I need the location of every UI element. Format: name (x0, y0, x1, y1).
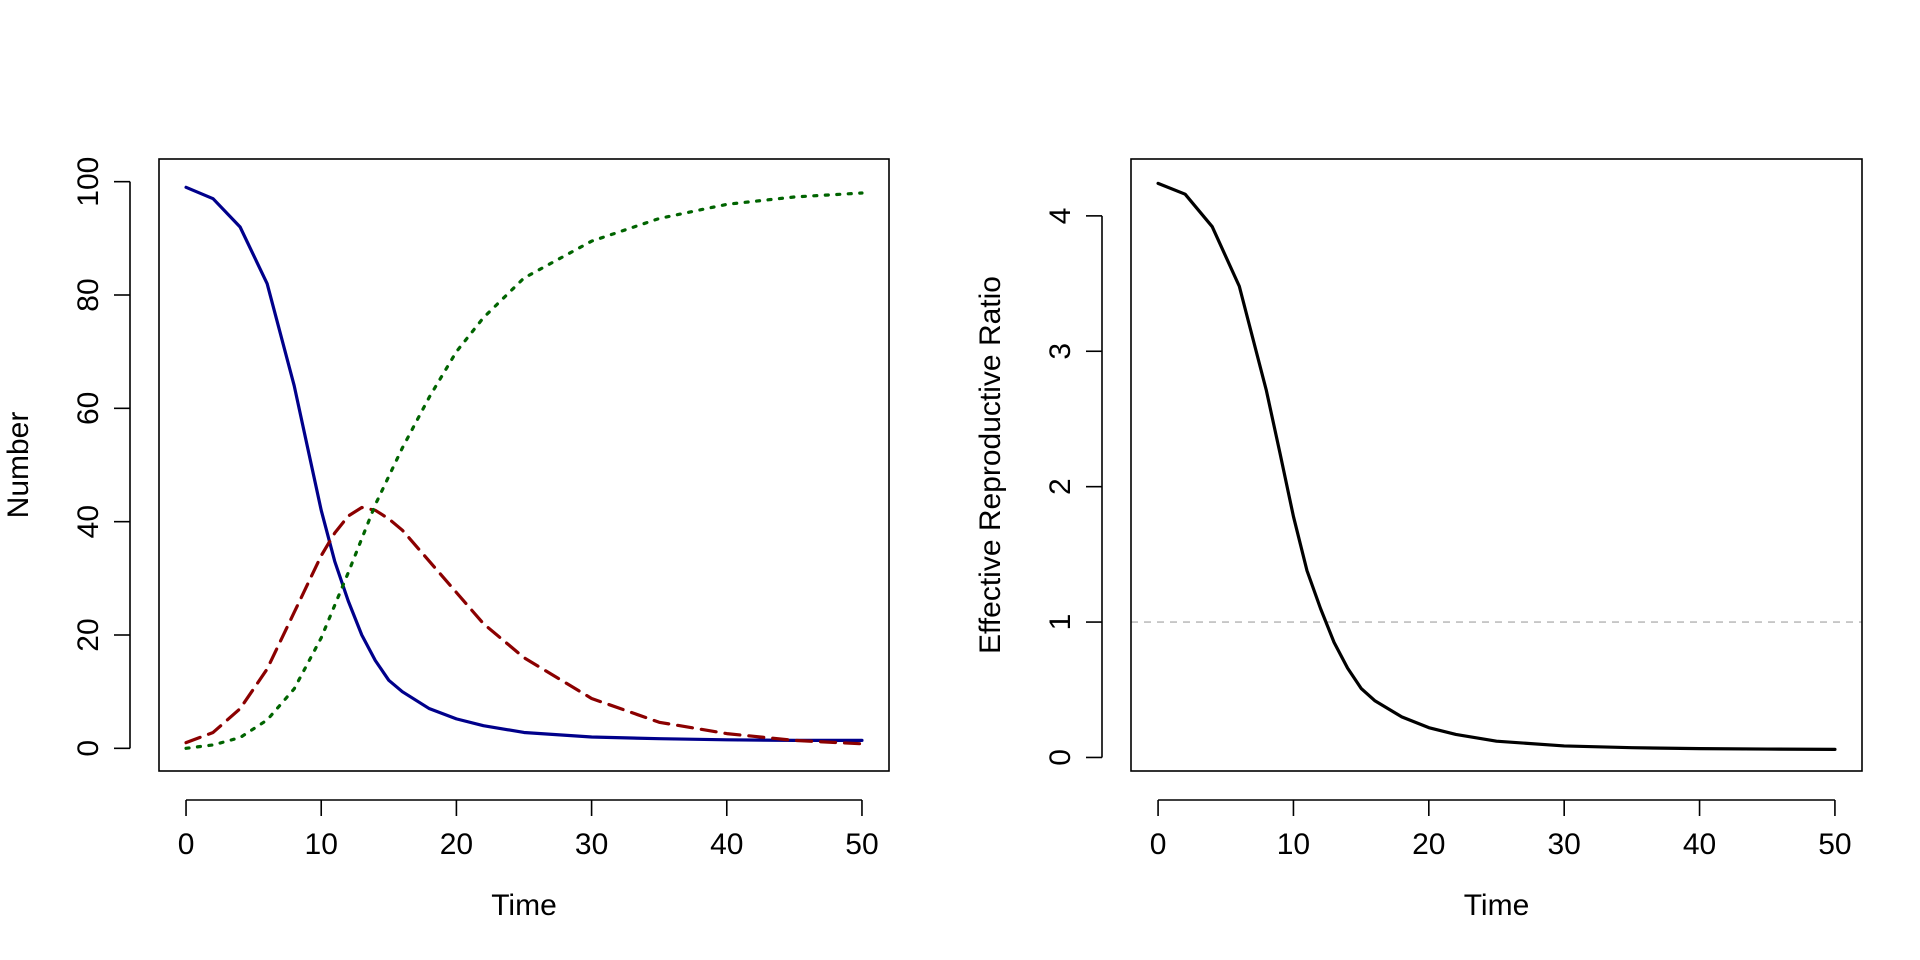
x-tick-label: 10 (1277, 828, 1310, 861)
x-tick-label: 20 (440, 828, 473, 861)
x-tick-label: 0 (178, 828, 195, 861)
y-tick-label: 100 (72, 157, 105, 207)
chart-panel-1: 0 10 20 30 40 50 Time 0 20 40 60 80 100 Number (2, 157, 890, 922)
x-axis-title: Time (1464, 889, 1530, 922)
plot-frame (1130, 158, 1863, 772)
series-line-susceptible (184, 185, 864, 742)
x-tick-label: 30 (575, 828, 608, 861)
y-tick-label: 2 (1044, 478, 1077, 495)
chart-panel-2: 0 10 20 30 40 50 Time 0 1 2 3 4 Effective Reproducti… (974, 158, 1863, 922)
x-tick-label: 50 (1818, 828, 1851, 861)
y-tick-label: 80 (72, 278, 105, 311)
series-line-infected (184, 505, 864, 746)
series-line-reff (1156, 181, 1837, 751)
y-tick-label: 3 (1044, 343, 1077, 360)
y-tick-label: 0 (1044, 749, 1077, 766)
x-tick-label: 50 (845, 828, 878, 861)
y-axis-title: Number (2, 412, 35, 519)
x-tick-label: 20 (1412, 828, 1445, 861)
y-tick-label: 1 (1044, 614, 1077, 631)
y-tick-label: 60 (72, 392, 105, 425)
x-tick-label: 30 (1547, 828, 1580, 861)
y-axis-title: Effective Reproductive Ratio (974, 276, 1007, 654)
y-tick-label: 20 (72, 618, 105, 651)
y-tick-label: 0 (72, 740, 105, 757)
x-tick-label: 40 (710, 828, 743, 861)
series-line-recovered (184, 191, 864, 750)
y-tick-label: 40 (72, 505, 105, 538)
x-axis-title: Time (491, 889, 557, 922)
x-tick-label: 40 (1683, 828, 1716, 861)
y-tick-label: 4 (1044, 208, 1077, 225)
x-tick-label: 0 (1150, 828, 1167, 861)
plot-frame (158, 158, 890, 772)
x-tick-label: 10 (305, 828, 338, 861)
